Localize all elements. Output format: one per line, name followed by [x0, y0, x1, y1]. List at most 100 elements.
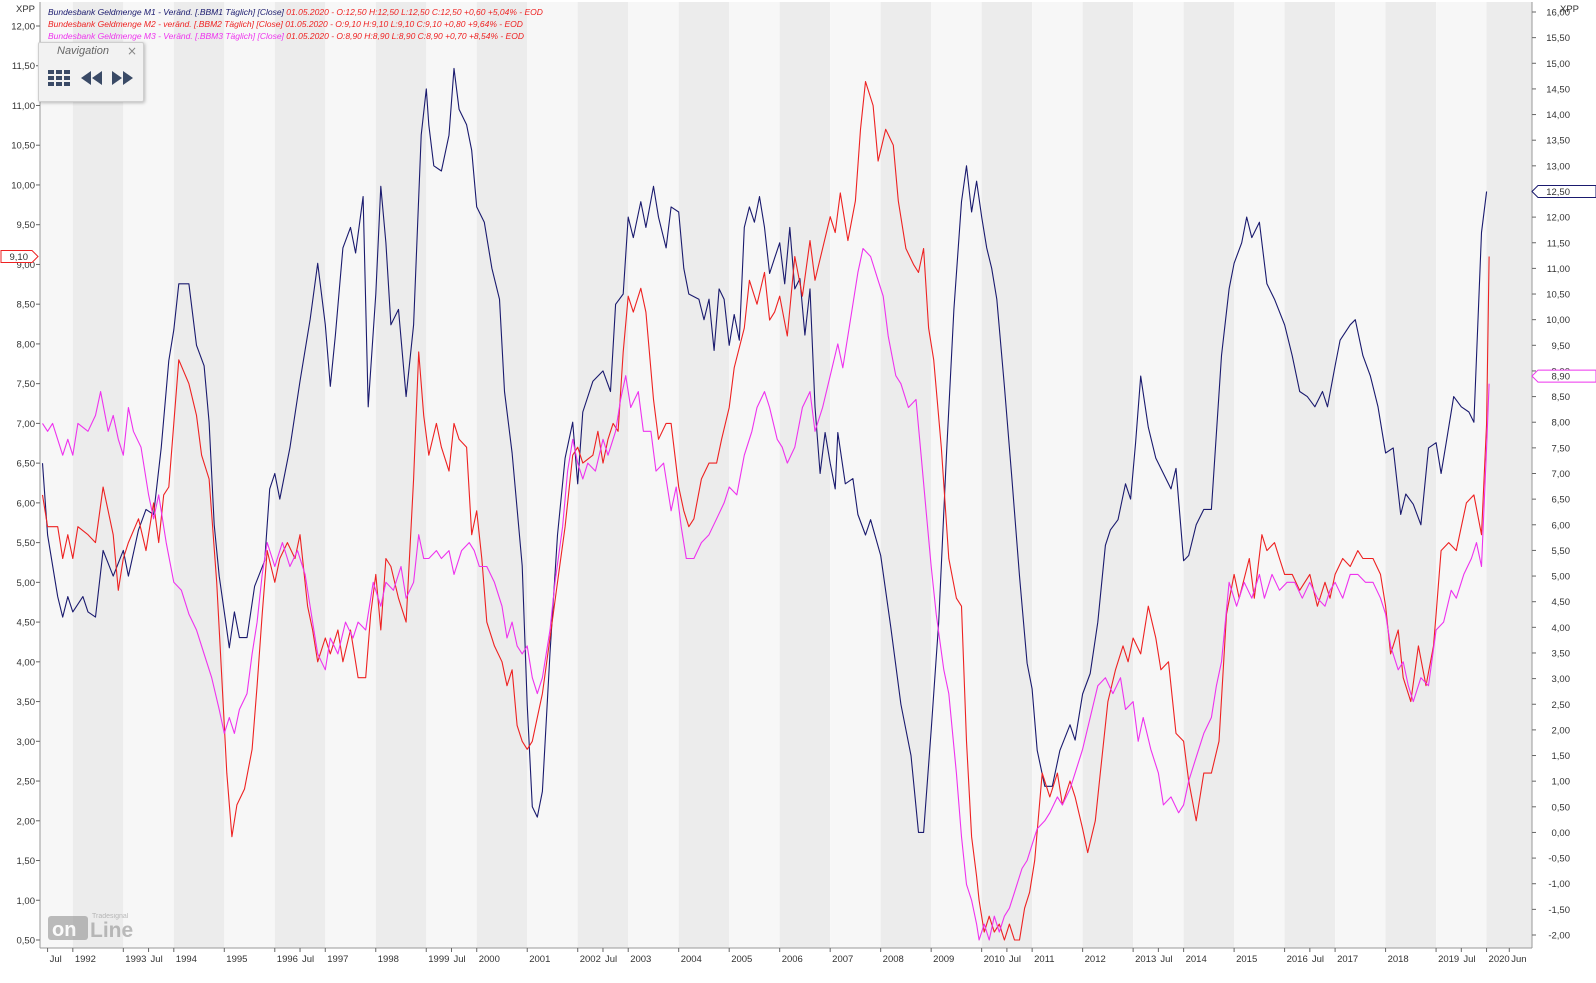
- year-band: [40, 2, 73, 948]
- x-tick-label: Jul: [605, 954, 617, 965]
- x-tick-label: 2006: [782, 954, 803, 965]
- year-band: [1183, 2, 1235, 948]
- x-tick-label: 2002: [580, 954, 601, 965]
- right-tick-label: 8,50: [1552, 392, 1571, 403]
- year-band: [678, 2, 730, 948]
- right-tick-label: 3,50: [1552, 648, 1571, 659]
- year-band: [123, 2, 174, 948]
- right-tick-label: 3,00: [1552, 674, 1571, 685]
- x-tick-label: 2017: [1337, 954, 1358, 965]
- x-tick-label: Jul: [1009, 954, 1021, 965]
- right-tick-label: 9,50: [1552, 341, 1571, 352]
- right-value-marker: [1531, 369, 1596, 383]
- grid-icon[interactable]: [47, 67, 73, 93]
- x-tick-label: 2003: [630, 954, 651, 965]
- right-tick-label: 7,00: [1552, 469, 1571, 480]
- left-tick-label: 5,00: [17, 578, 36, 589]
- x-tick-label: 2008: [883, 954, 904, 965]
- right-tick-label: 6,00: [1552, 520, 1571, 531]
- x-tick-label: 2015: [1236, 954, 1257, 965]
- left-tick-label: 6,00: [17, 498, 36, 509]
- right-tick-label: 2,00: [1552, 725, 1571, 736]
- year-band: [1335, 2, 1386, 948]
- right-tick-label: 13,00: [1546, 161, 1570, 172]
- series-line-m1[interactable]: [41, 67, 1488, 833]
- year-band: [1385, 2, 1437, 948]
- right-tick-label: 13,50: [1546, 136, 1570, 147]
- close-icon[interactable]: ×: [126, 44, 137, 58]
- right-tick-label: 4,00: [1552, 623, 1571, 634]
- year-band: [224, 2, 275, 948]
- right-tick-label: 16,00: [1546, 8, 1570, 19]
- right-tick-label: -2,00: [1548, 931, 1570, 942]
- right-tick-label: 10,00: [1546, 315, 1570, 326]
- fast-forward-icon[interactable]: [109, 67, 135, 93]
- rewind-icon[interactable]: [79, 67, 105, 93]
- year-band: [577, 2, 629, 948]
- left-tick-label: 4,00: [17, 657, 36, 668]
- legend: Bundesbank Geldmenge M1 - Veränd. [.BBM1…: [48, 6, 543, 42]
- left-tick-label: 8,00: [17, 339, 36, 350]
- x-tick-label: 1994: [176, 954, 197, 965]
- left-tick-label: 2,50: [17, 777, 36, 788]
- x-tick-label: 2020: [1489, 954, 1510, 965]
- left-axis-unit: XPP: [16, 4, 35, 15]
- right-tick-label: -0,50: [1548, 854, 1570, 865]
- year-band: [1133, 2, 1184, 948]
- right-tick-label: 5,50: [1552, 546, 1571, 557]
- left-tick-label: 3,00: [17, 737, 36, 748]
- left-value-marker: [0, 249, 39, 263]
- left-tick-label: 5,50: [17, 538, 36, 549]
- left-tick-label: 7,00: [17, 419, 36, 430]
- x-tick-label: 2005: [731, 954, 752, 965]
- year-band: [527, 2, 578, 948]
- x-tick-label: Jun: [1511, 954, 1526, 965]
- legend-m3[interactable]: Bundesbank Geldmenge M3 - Veränd. [.BBM3…: [48, 30, 543, 42]
- right-tick-label: 10,50: [1546, 290, 1570, 301]
- navigation-panel[interactable]: Navigation ×: [38, 42, 144, 102]
- x-tick-label: 1997: [327, 954, 348, 965]
- year-band: [1234, 2, 1285, 948]
- left-tick-label: 0,50: [17, 936, 36, 947]
- right-tick-label: 15,00: [1546, 59, 1570, 70]
- x-axis: Jul 1992 1993 Jul 1994 1995 1996 Jul 1997 1998 199…: [47, 948, 1527, 965]
- right-tick-label: 14,00: [1546, 110, 1570, 121]
- x-tick-label: 2019: [1438, 954, 1459, 965]
- legend-m1[interactable]: Bundesbank Geldmenge M1 - Veränd. [.BBM1…: [48, 6, 543, 18]
- legend-m2[interactable]: Bundesbank Geldmenge M2 - veränd. [.BBM2…: [48, 18, 543, 30]
- year-band: [1082, 2, 1134, 948]
- x-tick-label: 1999: [428, 954, 449, 965]
- right-tick-label: 2,50: [1552, 700, 1571, 711]
- series-line-m2[interactable]: [41, 81, 1490, 941]
- x-tick-label: 2010: [984, 954, 1005, 965]
- legend-m2-label: Bundesbank Geldmenge M2 - veränd. [.BBM2…: [48, 19, 283, 29]
- left-tick-label: 2,00: [17, 816, 36, 827]
- legend-m3-label: Bundesbank Geldmenge M3 - Veränd. [.BBM3…: [48, 31, 284, 41]
- right-tick-label: 0,50: [1552, 802, 1571, 813]
- year-band: [1436, 2, 1487, 948]
- year-band: [729, 2, 780, 948]
- series-lines: [41, 67, 1490, 941]
- left-tick-label: 11,00: [12, 101, 35, 112]
- right-value-marker-label: 8,90: [1552, 372, 1571, 383]
- x-tick-label: 2011: [1034, 954, 1054, 965]
- logo-text-on: on: [52, 919, 76, 941]
- year-band: [274, 2, 326, 948]
- x-tick-label: 2009: [933, 954, 954, 965]
- year-band: [880, 2, 932, 948]
- x-tick-label: 2004: [681, 954, 702, 965]
- right-tick-label: 15,50: [1546, 33, 1570, 44]
- left-tick-label: 7,50: [17, 379, 36, 390]
- year-band: [375, 2, 427, 948]
- x-tick-label: Jul: [302, 954, 314, 965]
- year-band: [173, 2, 225, 948]
- right-tick-label: -1,00: [1548, 879, 1570, 890]
- right-tick-label: 14,50: [1546, 84, 1570, 95]
- year-band: [779, 2, 831, 948]
- x-tick-label: Jul: [1463, 954, 1475, 965]
- x-tick-label: Jul: [1160, 954, 1172, 965]
- left-tick-label: 12,00: [11, 22, 35, 33]
- series-line-m3[interactable]: [42, 247, 1490, 941]
- right-tick-label: 0,00: [1552, 828, 1571, 839]
